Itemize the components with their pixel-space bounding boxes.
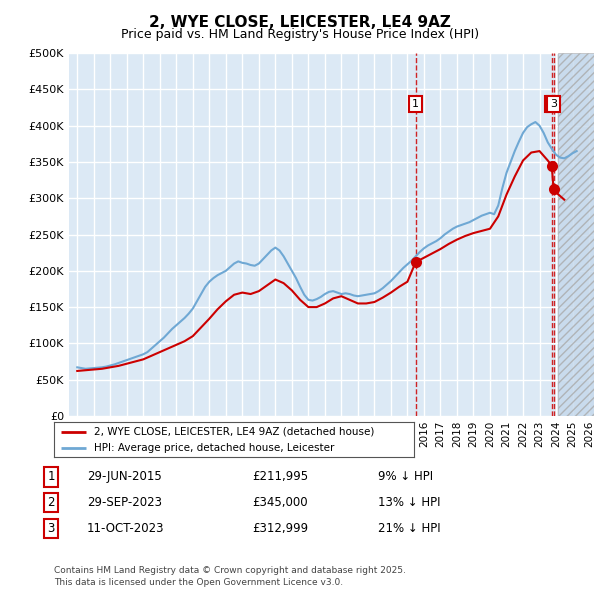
Text: 11-OCT-2023: 11-OCT-2023 <box>87 522 164 535</box>
Text: £312,999: £312,999 <box>252 522 308 535</box>
Text: 13% ↓ HPI: 13% ↓ HPI <box>378 496 440 509</box>
Text: Price paid vs. HM Land Registry's House Price Index (HPI): Price paid vs. HM Land Registry's House … <box>121 28 479 41</box>
Text: 2, WYE CLOSE, LEICESTER, LE4 9AZ: 2, WYE CLOSE, LEICESTER, LE4 9AZ <box>149 15 451 30</box>
Text: £211,995: £211,995 <box>252 470 308 483</box>
Text: 21% ↓ HPI: 21% ↓ HPI <box>378 522 440 535</box>
Text: 3: 3 <box>47 522 55 535</box>
Text: 2: 2 <box>47 496 55 509</box>
Text: Contains HM Land Registry data © Crown copyright and database right 2025.
This d: Contains HM Land Registry data © Crown c… <box>54 566 406 587</box>
Text: 29-JUN-2015: 29-JUN-2015 <box>87 470 162 483</box>
Text: 1: 1 <box>47 470 55 483</box>
Text: £345,000: £345,000 <box>252 496 308 509</box>
Bar <box>557 53 594 416</box>
Text: 3: 3 <box>550 99 557 109</box>
Text: 2: 2 <box>548 99 555 109</box>
Text: HPI: Average price, detached house, Leicester: HPI: Average price, detached house, Leic… <box>94 444 334 453</box>
Text: 29-SEP-2023: 29-SEP-2023 <box>87 496 162 509</box>
Text: 2, WYE CLOSE, LEICESTER, LE4 9AZ (detached house): 2, WYE CLOSE, LEICESTER, LE4 9AZ (detach… <box>94 427 374 437</box>
Text: 1: 1 <box>412 99 419 109</box>
Text: 9% ↓ HPI: 9% ↓ HPI <box>378 470 433 483</box>
